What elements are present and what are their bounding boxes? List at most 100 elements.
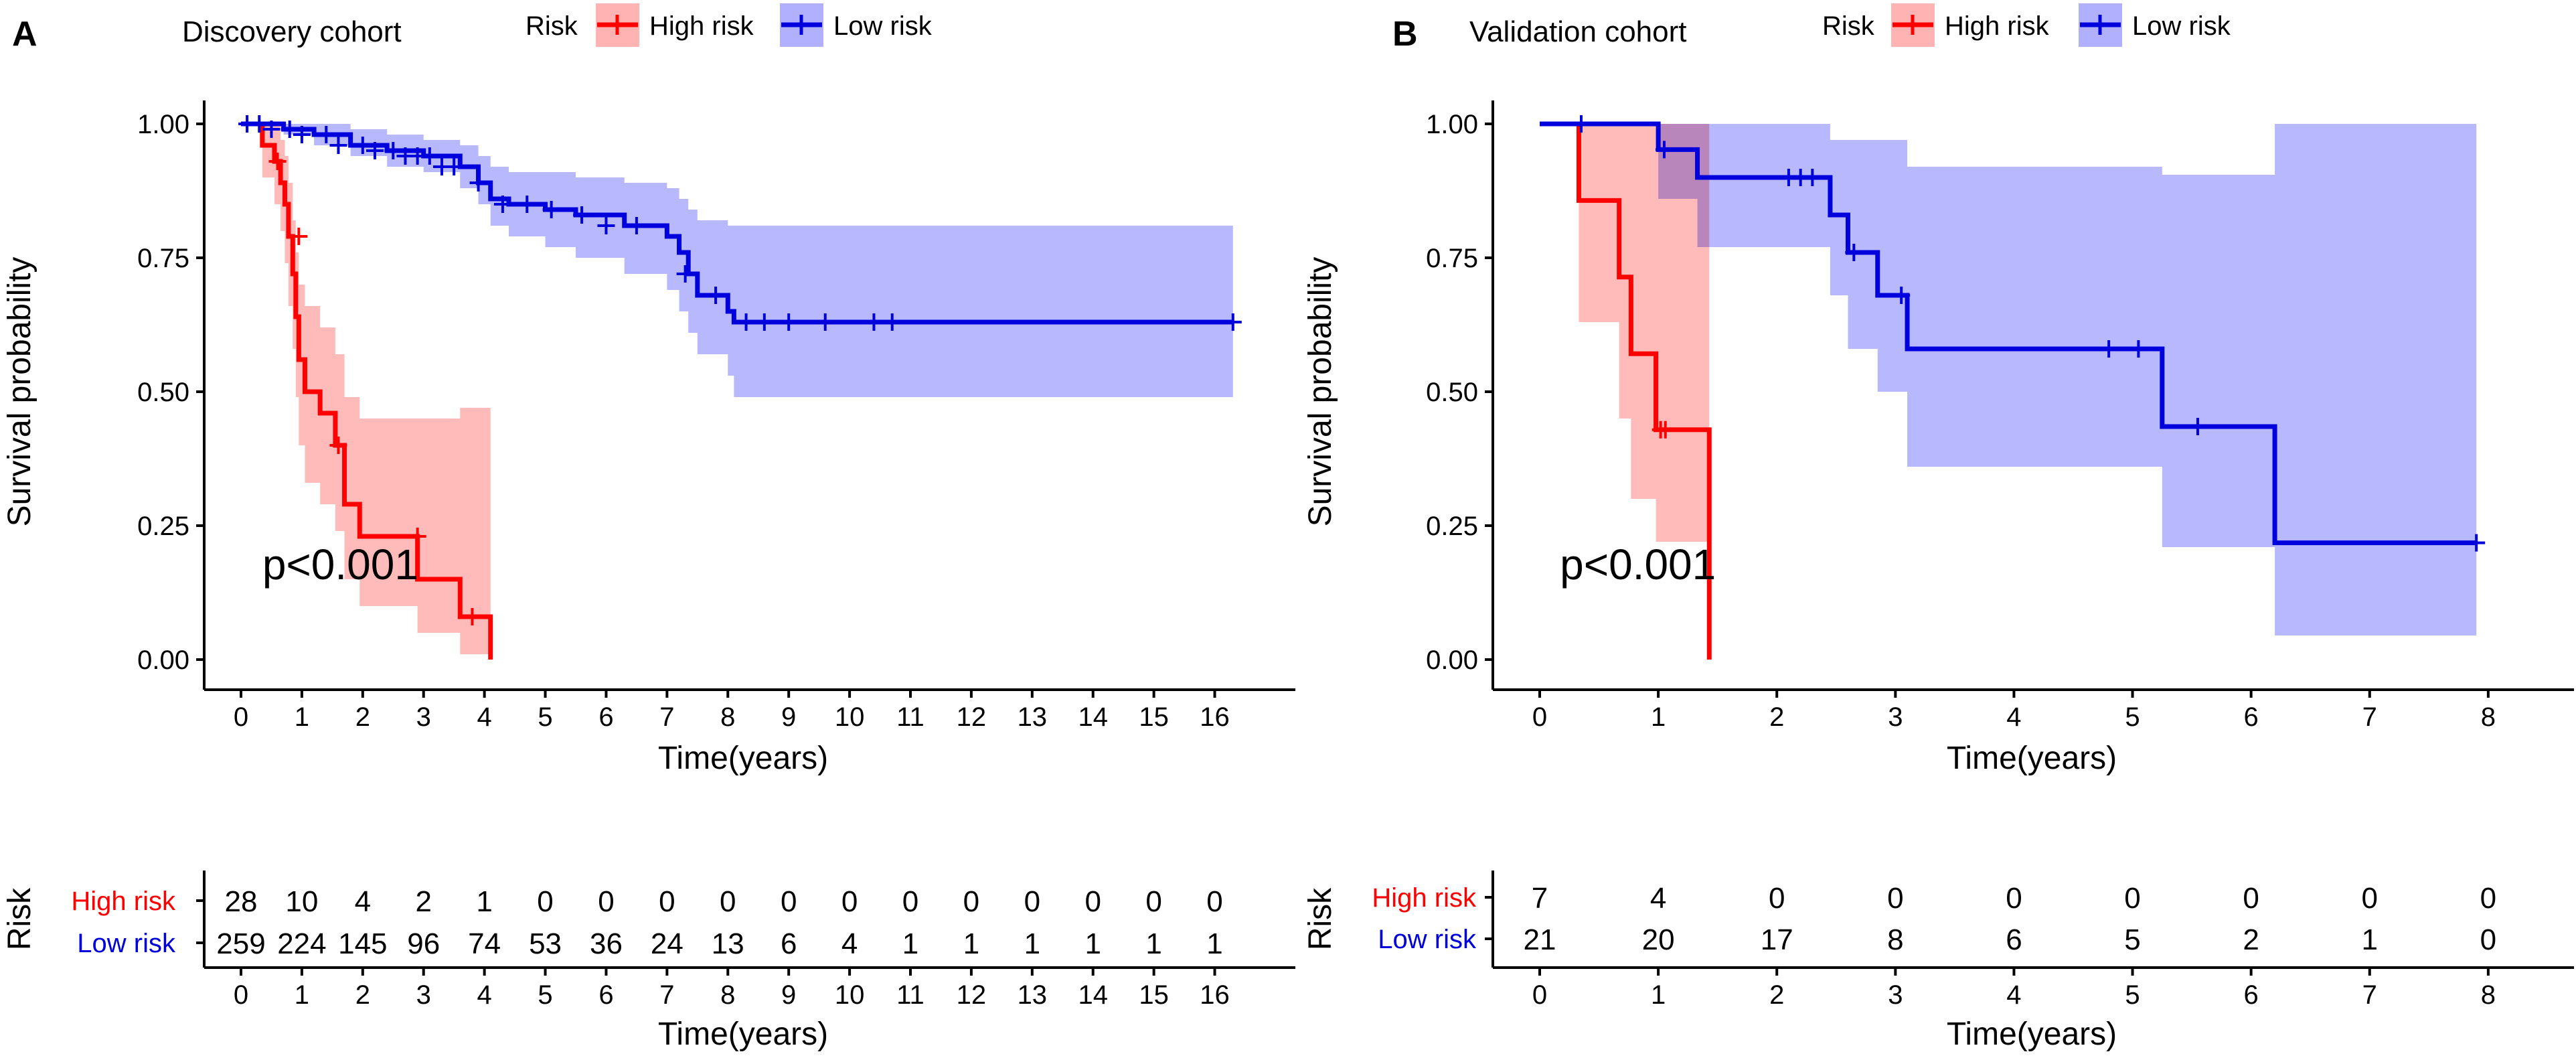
table-x-tick-label: 3 xyxy=(416,980,431,1010)
censor-mark xyxy=(780,313,798,331)
censor-mark xyxy=(445,158,463,175)
censor-mark xyxy=(573,206,591,224)
y-axis-title: Survival probability xyxy=(2,257,37,527)
x-tick-label: 7 xyxy=(659,702,674,732)
censor-mark xyxy=(469,174,487,192)
table-x-axis-title: Time(years) xyxy=(1947,1016,2117,1052)
risk-count: 0 xyxy=(1887,882,1903,915)
table-x-tick-label: 12 xyxy=(957,980,987,1010)
risk-count: 24 xyxy=(651,927,683,960)
x-tick-label: 5 xyxy=(538,702,552,732)
table-x-tick-label: 5 xyxy=(2125,980,2140,1010)
x-tick-label: 6 xyxy=(2244,702,2259,732)
risk-count: 4 xyxy=(841,927,858,960)
risk-count: 1 xyxy=(1145,927,1161,960)
risk-count: 7 xyxy=(1532,882,1548,915)
risk-row-label: Low risk xyxy=(1378,925,1477,954)
legend-title: Risk xyxy=(1822,11,1875,41)
risk-count: 0 xyxy=(1024,885,1040,918)
table-x-tick-label: 6 xyxy=(2244,980,2259,1010)
y-axis-title: Survival probability xyxy=(1303,257,1338,527)
risk-count: 0 xyxy=(781,885,797,918)
censor-mark xyxy=(353,137,372,154)
ci-band-high xyxy=(1540,124,1710,660)
risk-count: 21 xyxy=(1524,923,1556,956)
risk-count: 5 xyxy=(2124,923,2140,956)
risk-count: 0 xyxy=(1206,885,1222,918)
risk-count: 0 xyxy=(659,885,675,918)
table-x-tick-label: 2 xyxy=(355,980,370,1010)
x-axis-title: Time(years) xyxy=(1947,741,2117,776)
table-y-axis-title: Risk xyxy=(1303,887,1338,950)
risk-count: 8 xyxy=(1887,923,1903,956)
censor-mark xyxy=(1655,141,1673,159)
censor-mark xyxy=(755,313,773,331)
panel-letter: B xyxy=(1392,15,1418,54)
risk-count: 0 xyxy=(720,885,736,918)
censor-mark xyxy=(2129,340,2148,358)
censor-mark xyxy=(737,313,755,331)
censor-mark xyxy=(2100,340,2118,358)
risk-count: 17 xyxy=(1761,923,1793,956)
censor-mark xyxy=(493,196,511,213)
risk-count: 0 xyxy=(1084,885,1101,918)
risk-count: 0 xyxy=(963,885,979,918)
risk-row-label: High risk xyxy=(71,887,176,916)
y-tick-label: 0.50 xyxy=(1426,378,1478,407)
survival-curve-low xyxy=(1540,121,2477,546)
risk-count: 259 xyxy=(216,927,265,960)
legend-label: High risk xyxy=(649,11,754,41)
censor-mark xyxy=(542,201,560,218)
censor-mark xyxy=(1572,115,1590,133)
legend-label: Low risk xyxy=(2132,11,2231,41)
x-tick-label: 15 xyxy=(1139,702,1169,732)
censor-mark xyxy=(268,153,287,170)
table-x-tick-label: 2 xyxy=(1769,980,1784,1010)
risk-count: 1 xyxy=(476,885,492,918)
censor-mark xyxy=(290,228,308,245)
risk-count: 10 xyxy=(285,885,318,918)
risk-count: 1 xyxy=(2362,923,2378,956)
censor-mark xyxy=(883,313,901,331)
risk-count: 96 xyxy=(407,927,440,960)
censor-mark xyxy=(865,313,883,331)
censor-mark xyxy=(518,196,536,213)
risk-count: 13 xyxy=(712,927,744,960)
y-tick-label: 0.00 xyxy=(137,646,189,675)
ci-band-low xyxy=(1540,124,2477,635)
legend-label: Low risk xyxy=(833,11,933,41)
risk-count: 4 xyxy=(1650,882,1666,915)
x-tick-label: 12 xyxy=(957,702,987,732)
table-x-tick-label: 8 xyxy=(2481,980,2496,1010)
x-tick-label: 10 xyxy=(835,702,865,732)
table-x-tick-label: 10 xyxy=(835,980,865,1010)
censor-mark xyxy=(384,142,402,159)
table-x-tick-label: 5 xyxy=(538,980,552,1010)
table-x-tick-label: 1 xyxy=(295,980,309,1010)
risk-count: 6 xyxy=(781,927,797,960)
censor-mark xyxy=(366,142,384,159)
risk-count: 6 xyxy=(2006,923,2022,956)
risk-count: 20 xyxy=(1642,923,1675,956)
censor-mark xyxy=(317,126,335,143)
x-tick-label: 14 xyxy=(1078,702,1108,732)
y-tick-label: 0.75 xyxy=(1426,244,1478,273)
survival-curve-high xyxy=(241,121,493,660)
table-x-tick-label: 0 xyxy=(234,980,248,1010)
risk-count: 224 xyxy=(277,927,326,960)
censor-mark xyxy=(1845,244,1863,261)
table-x-tick-label: 7 xyxy=(659,980,674,1010)
censor-mark xyxy=(1803,169,1822,186)
y-tick-label: 0.25 xyxy=(137,512,189,541)
censor-mark xyxy=(280,121,299,138)
legend-title: Risk xyxy=(526,11,578,41)
table-x-tick-label: 4 xyxy=(477,980,492,1010)
risk-count: 2 xyxy=(415,885,431,918)
table-x-tick-label: 0 xyxy=(1532,980,1547,1010)
chart-title: Validation cohort xyxy=(1469,15,1687,48)
x-tick-label: 4 xyxy=(477,702,492,732)
table-x-axis-title: Time(years) xyxy=(658,1016,828,1052)
p-value-label: p<0.001 xyxy=(262,540,418,589)
risk-count: 0 xyxy=(2480,923,2496,956)
ci-band-high xyxy=(241,124,491,660)
